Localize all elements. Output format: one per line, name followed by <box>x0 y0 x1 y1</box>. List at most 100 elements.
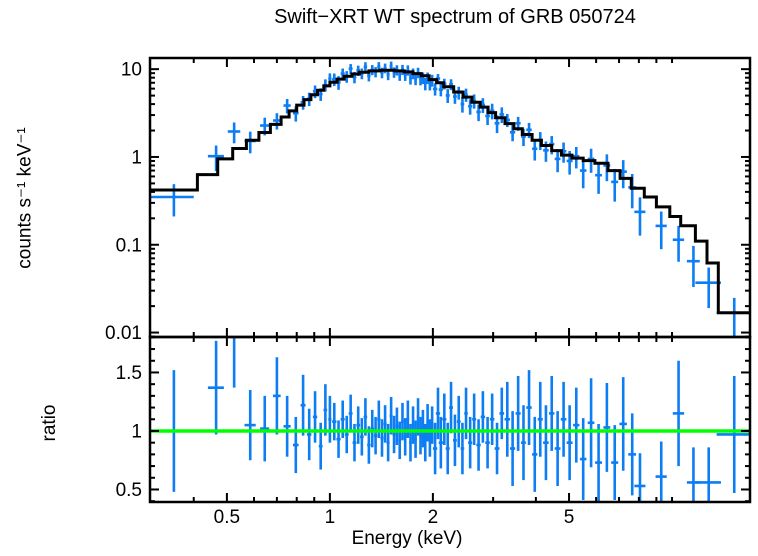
ratio-data-point <box>449 381 454 434</box>
ratio-data-point <box>619 377 627 471</box>
ratio-data-point <box>383 405 387 443</box>
ratio-data-point <box>419 416 422 455</box>
spectrum-data-point <box>432 83 438 96</box>
x-tick-label: 1 <box>325 507 336 528</box>
spectrum-data-point <box>207 145 224 172</box>
ratio-data-point <box>332 402 337 441</box>
ratio-data-point <box>438 416 443 469</box>
ratio-data-point <box>398 421 402 460</box>
ratio-data-point <box>442 393 447 446</box>
ratio-data-point <box>273 357 281 435</box>
spectrum-data-point <box>579 158 587 189</box>
ratio-data-point <box>549 375 555 451</box>
ratio-data-point <box>360 418 364 456</box>
ratio-data-point <box>373 416 378 455</box>
spectrum-data-point <box>283 99 291 114</box>
ratio-data-point <box>456 395 461 448</box>
y-tick-label: 0.01 <box>105 323 142 344</box>
ratio-data-point <box>421 409 425 448</box>
spectrum-data-point <box>383 63 387 74</box>
ratio-data-point <box>414 420 417 458</box>
x-tick-label: 5 <box>564 507 575 528</box>
ratio-data-point <box>485 416 490 469</box>
ratio-data-point <box>566 405 573 481</box>
x-tick-label: 2 <box>428 507 439 528</box>
ratio-data-point <box>395 407 399 446</box>
ratio-data-point <box>312 391 318 443</box>
ratio-data-point <box>537 381 543 457</box>
model-line <box>150 68 750 315</box>
ratio-data-point <box>426 404 429 442</box>
spectrum-data-point <box>409 73 412 85</box>
ratio-data-point <box>300 374 306 436</box>
spectrum-data-point <box>695 267 721 309</box>
ratio-data-point <box>521 405 526 481</box>
ratio-data-point <box>560 381 567 457</box>
spectrum-data-point <box>716 297 750 337</box>
spectrum-data-point <box>686 245 700 288</box>
ratio-data-point <box>595 423 602 502</box>
ratio-data-point <box>489 393 495 446</box>
ratio-data-point <box>526 370 532 446</box>
x-tick-label: 0.5 <box>214 507 240 528</box>
ratio-data-point <box>370 409 374 448</box>
ratio-data-point <box>336 420 341 458</box>
ratio-data-point <box>380 419 384 457</box>
ratio-data-point <box>344 415 349 454</box>
ratio-data-point <box>323 384 328 436</box>
spectrum-data-point <box>672 225 685 262</box>
ratio-data-point <box>348 394 353 433</box>
ratio-data-point <box>468 416 473 469</box>
ratio-data-point <box>504 381 510 457</box>
ratio-data-point <box>453 414 457 467</box>
ratio-data-point <box>695 447 721 502</box>
spectrum-data-point <box>227 122 241 144</box>
ratio-data-point <box>306 408 312 461</box>
ratio-data-point <box>207 340 224 435</box>
spectrum-data-point <box>468 99 473 115</box>
spectrum-data-point <box>634 197 646 236</box>
ratio-data-point <box>283 395 291 457</box>
ratio-data-point <box>232 337 236 388</box>
y-tick-label: 10 <box>121 60 142 81</box>
y-tick-label: 1 <box>131 147 142 168</box>
spectrum-data-point <box>499 107 505 124</box>
ratio-data-point <box>428 419 432 457</box>
spectrum-data-point <box>445 89 450 103</box>
spectrum-data-point <box>348 64 353 74</box>
ratio-data-point <box>611 425 619 501</box>
ratio-data-point <box>655 441 667 502</box>
spectrum-data-point <box>363 62 368 72</box>
spectrum-data-point <box>449 79 454 91</box>
ratio-data-point <box>472 393 477 446</box>
ratio-data-point <box>292 416 299 474</box>
ratio-data-point <box>260 395 270 462</box>
spectrum-data-point <box>595 162 602 194</box>
spectrum-data-point <box>464 88 468 102</box>
ratio-data-point <box>515 375 521 451</box>
spectrum-data-point <box>554 149 561 173</box>
spectrum-data-point <box>532 139 538 161</box>
spectrum-data-point <box>611 168 619 202</box>
y-tick-label: 0.5 <box>116 480 142 501</box>
ratio-data-point <box>716 375 750 493</box>
ratio-data-point <box>509 411 516 486</box>
spectrum-data-point <box>476 104 481 122</box>
ratio-data-point <box>403 418 407 456</box>
ratio-data-point <box>430 406 434 444</box>
spectrum-data-point <box>423 77 427 91</box>
ratio-data-point <box>356 406 361 444</box>
ratio-data-point <box>543 405 549 481</box>
ratio-data-point <box>634 453 646 502</box>
ratio-data-point <box>392 415 396 454</box>
y-tick-label: 1.5 <box>116 363 142 384</box>
ratio-data-point <box>628 413 637 496</box>
spectrum-data-point <box>460 97 465 113</box>
page-title: Swift−XRT WT spectrum of GRB 050724 <box>274 6 636 28</box>
ratio-data-point <box>476 419 481 471</box>
ratio-data-point <box>389 397 393 435</box>
top-panel-frame <box>148 56 752 339</box>
ratio-data-point <box>480 391 485 443</box>
